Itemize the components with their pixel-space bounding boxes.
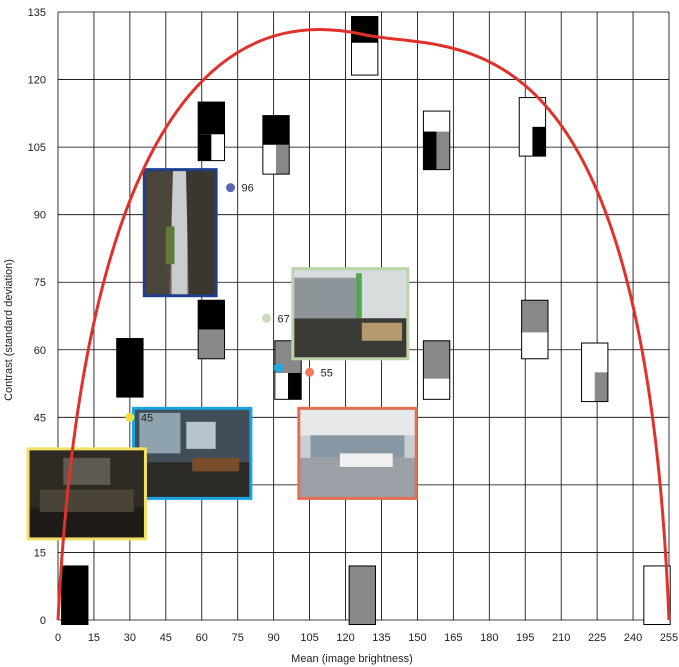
swatch-black-white-gray-lower-right — [276, 145, 289, 174]
y-axis-label: Contrast (standard deviation) — [3, 259, 15, 401]
swatch-black-white-gray-lower-left — [263, 145, 276, 174]
swatch-gray-white-right-bottom — [522, 332, 548, 358]
x-tick-label: 30 — [124, 632, 136, 644]
scene-moss — [166, 226, 175, 264]
swatch-black-white-high-top — [198, 102, 224, 134]
x-tick-label: 120 — [336, 632, 354, 644]
swatch-black-white-gray — [263, 116, 289, 175]
x-tick-label: 225 — [588, 632, 606, 644]
data-point-96 — [226, 183, 235, 192]
swatch-black-white-gray-top — [263, 116, 289, 145]
swatch-gray-white — [423, 341, 449, 400]
swatch-gray-white-right — [522, 300, 548, 359]
scene-table — [362, 323, 402, 341]
scene-chairs — [340, 453, 393, 467]
scene-rock-right — [186, 170, 216, 296]
data-point-67 — [262, 314, 271, 323]
swatch-white-black-gray-lower-right — [437, 132, 450, 170]
scene-floor — [28, 507, 145, 539]
swatch-top-peak-bottom — [352, 43, 378, 75]
y-tick-label: 135 — [28, 7, 46, 19]
data-label-55: 55 — [321, 367, 333, 379]
x-tick-label: 165 — [444, 632, 462, 644]
data-point-45 — [125, 413, 134, 422]
x-tick-label: 135 — [372, 632, 390, 644]
y-tick-label: 45 — [34, 412, 46, 424]
x-tick-label: 210 — [552, 632, 570, 644]
data-label-45: 45 — [141, 412, 153, 424]
swatch-gray-low-top — [349, 566, 375, 625]
x-tick-label: 90 — [268, 632, 280, 644]
x-tick-label: 255 — [660, 632, 678, 644]
scene-window — [293, 278, 356, 319]
x-tick-label: 75 — [232, 632, 244, 644]
swatch-white-gray-right — [582, 343, 608, 402]
swatch-gray-low — [349, 566, 375, 625]
swatch-white-black-gray-top — [423, 111, 449, 131]
swatch-top-peak — [352, 17, 378, 76]
swatch-gray-white-right-top — [522, 300, 548, 332]
y-tick-label: 60 — [34, 345, 46, 357]
x-tick-label: 60 — [196, 632, 208, 644]
scene-ceiling — [299, 408, 416, 435]
data-label-96: 96 — [242, 183, 254, 195]
swatch-gray-black-corner — [288, 373, 301, 399]
swatch-top-peak-top — [352, 17, 378, 43]
swatch-white-gray-right-top — [582, 343, 608, 372]
swatch-black-low-top — [62, 566, 88, 625]
scene-desks — [192, 458, 239, 472]
scene-green-wall — [356, 273, 362, 318]
data-point-55 — [305, 368, 314, 377]
swatch-black-gray-mid-bottom — [198, 330, 224, 359]
swatch-white-gray-right-right — [595, 372, 608, 401]
x-tick-label: 195 — [516, 632, 534, 644]
y-tick-label: 90 — [34, 210, 46, 222]
y-tick-label: 105 — [28, 142, 46, 154]
swatch-black-gray-mid — [198, 300, 224, 359]
swatch-black-white-high — [198, 102, 224, 161]
swatch-black-white-high-notch — [198, 134, 211, 160]
swatch-gray-white-bottom — [423, 379, 449, 399]
x-tick-label: 45 — [160, 632, 172, 644]
photo-hall-orange — [299, 408, 416, 498]
y-tick-label: 0 — [40, 615, 46, 627]
y-tick-label: 75 — [34, 277, 46, 289]
x-tick-label: 150 — [408, 632, 426, 644]
photo-dark-room-yellow — [28, 449, 145, 539]
swatch-black-gray-mid-top — [198, 300, 224, 329]
x-tick-label: 15 — [88, 632, 100, 644]
swatch-white-black-right-right — [532, 127, 545, 156]
data-label-67: 67 — [277, 313, 289, 325]
y-tick-label: 15 — [34, 547, 46, 559]
x-tick-label: 0 — [55, 632, 61, 644]
swatch-black-low — [62, 566, 88, 625]
x-tick-label: 180 — [480, 632, 498, 644]
x-tick-label: 105 — [300, 632, 318, 644]
photo-rock-canyon — [144, 170, 216, 296]
scene-window — [186, 422, 215, 449]
y-tick-label: 120 — [28, 75, 46, 87]
swatch-black-mid-top — [117, 339, 143, 398]
swatch-gray-white-top — [423, 341, 449, 379]
swatch-black-mid — [117, 339, 143, 398]
swatch-white-black-gray — [423, 111, 449, 170]
swatch-white-black-gray-lower-left — [423, 132, 436, 170]
photo-classroom-green — [293, 269, 408, 359]
swatch-white-black-right — [519, 98, 545, 157]
x-tick-label: 240 — [624, 632, 642, 644]
scene-furniture — [40, 489, 134, 512]
x-axis-label: Mean (image brightness) — [291, 653, 413, 665]
data-point-extra-0 — [274, 363, 283, 372]
